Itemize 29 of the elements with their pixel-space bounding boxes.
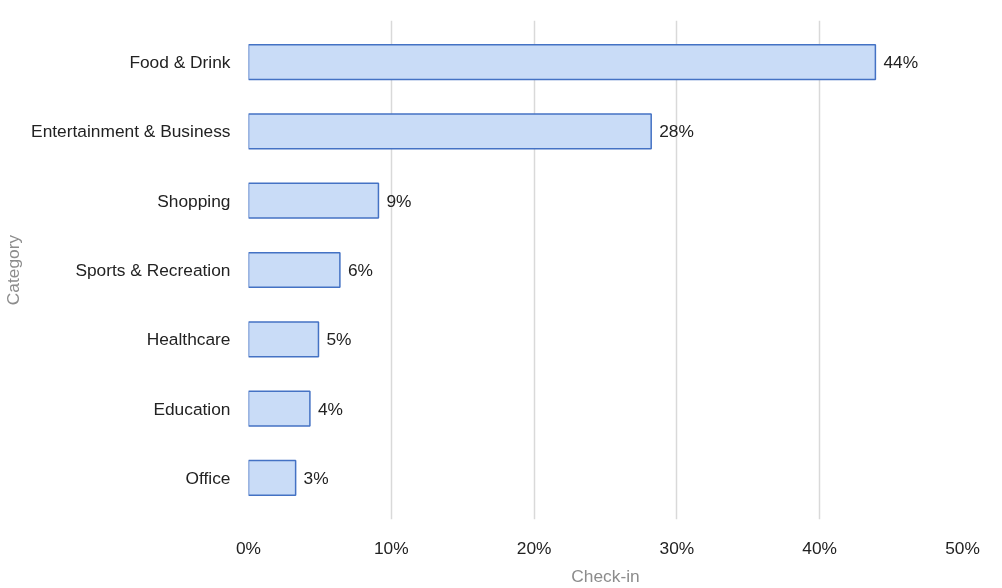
- data-label: 28%: [659, 121, 694, 142]
- bar: [248, 459, 297, 496]
- y-tick-label: Entertainment & Business: [31, 121, 231, 142]
- bar: [248, 182, 380, 219]
- x-tick-label: 0%: [235, 537, 262, 558]
- x-tick-label: 10%: [373, 537, 409, 558]
- bar: [248, 44, 877, 81]
- y-axis-title: Category: [3, 234, 24, 306]
- y-tick-label: Food & Drink: [129, 52, 231, 73]
- y-tick-label: Sports & Recreation: [75, 260, 231, 280]
- data-label: 4%: [317, 398, 343, 419]
- data-label: 44%: [883, 52, 919, 73]
- x-tick-label: 50%: [945, 537, 980, 558]
- y-tick-label: Education: [153, 398, 231, 419]
- bar: [248, 321, 320, 358]
- y-tick-label: Shopping: [157, 190, 231, 211]
- bar: [248, 390, 311, 427]
- x-tick-label: 30%: [659, 537, 695, 558]
- y-tick-label: Office: [185, 467, 231, 488]
- data-label: 9%: [386, 190, 412, 211]
- data-label: 6%: [347, 260, 373, 280]
- x-tick-label: 20%: [516, 537, 552, 558]
- x-tick-label: 40%: [802, 537, 838, 558]
- y-tick-label: Healthcare: [146, 329, 231, 350]
- bar: [248, 251, 341, 289]
- data-label: 3%: [303, 467, 329, 488]
- bar: [248, 113, 652, 150]
- x-axis-title: Check-in: [571, 565, 640, 586]
- data-label: 5%: [326, 329, 352, 350]
